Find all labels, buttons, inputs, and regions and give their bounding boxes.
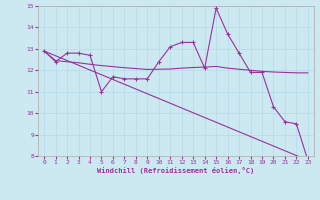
- X-axis label: Windchill (Refroidissement éolien,°C): Windchill (Refroidissement éolien,°C): [97, 167, 255, 174]
